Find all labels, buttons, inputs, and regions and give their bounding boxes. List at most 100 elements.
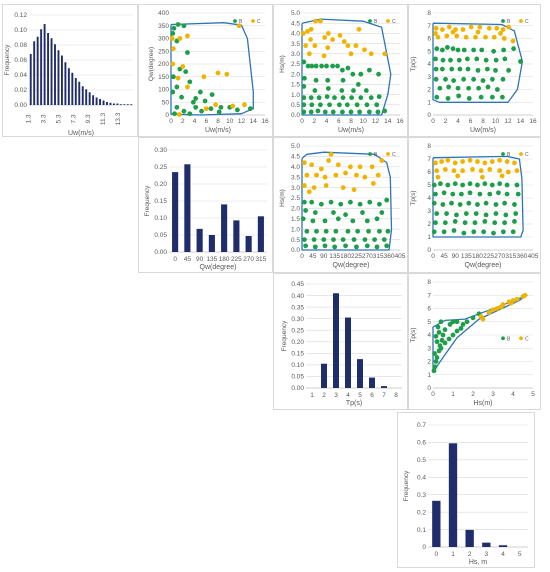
data-point-c — [322, 35, 328, 40]
x-tick-label: 270 — [243, 256, 254, 263]
bar — [184, 164, 191, 252]
data-point-b — [434, 355, 440, 360]
x-tick-label: 1 — [451, 391, 455, 398]
data-point-b — [347, 199, 353, 205]
data-point-c — [340, 185, 346, 190]
y-tick-label: 1.5 — [291, 216, 300, 223]
data-point-b — [466, 96, 472, 101]
y-tick-label: 2 — [427, 359, 431, 366]
data-point-b — [305, 63, 311, 69]
data-point-b — [348, 109, 354, 115]
data-point-b — [372, 237, 377, 242]
data-point-c — [213, 102, 219, 108]
y-tick-label: 0.20 — [291, 339, 304, 346]
data-point-b — [350, 218, 356, 224]
x-tick-label: 0 — [435, 551, 439, 558]
bar — [321, 363, 327, 388]
data-point-c — [318, 166, 324, 172]
data-point-b — [302, 237, 307, 242]
legend-label: B — [239, 19, 243, 25]
y-tick-label: 6 — [427, 36, 431, 43]
uw-hs-scatter-panel: 0.0 0.5 1.0 1.5 2.0 2.5 3.0 3.5 4.0 4.5 5.0 Hs(m) Uw… — [273, 4, 408, 137]
data-point-b — [322, 109, 328, 115]
x-tick-label: 10 — [492, 118, 500, 125]
bar — [482, 542, 491, 547]
data-point-b — [491, 230, 496, 236]
data-point-c — [306, 51, 312, 57]
envelope-line — [432, 155, 524, 238]
data-point-b — [442, 220, 448, 226]
data-point-b — [489, 94, 495, 100]
data-point-c — [203, 106, 209, 112]
y-tick-label: 0.00 — [14, 102, 27, 109]
bar — [221, 204, 228, 252]
hs-tp-scatter-panel: 0 1 2 3 4 5 6 7 8 Tp(s) Hs(m) 0 1 2 3 4 5 B C — [408, 273, 541, 410]
data-point-b — [482, 181, 488, 187]
data-point-b — [366, 228, 371, 234]
x-tick-label: 225 — [231, 256, 242, 263]
y-axis-label: Tp(s) — [410, 327, 417, 342]
y-tick-label: 0.15 — [154, 198, 167, 205]
data-point-c — [375, 172, 381, 178]
data-point-b — [309, 199, 315, 205]
data-point-c — [330, 37, 336, 42]
x-tick-label: 2 — [322, 392, 326, 399]
y-tick-label: 4 — [427, 332, 431, 339]
x-tick-label: 4 — [501, 551, 505, 558]
x-tick-label: 225 — [351, 253, 362, 260]
data-point-b — [445, 182, 451, 188]
data-point-b — [510, 229, 516, 235]
y-tick-label: 0.5 — [417, 457, 426, 464]
y-tick-label: 1.5 — [291, 82, 300, 89]
data-point-b — [444, 211, 449, 216]
data-point-b — [433, 66, 439, 72]
data-point-b — [439, 47, 445, 53]
data-point-c — [504, 159, 510, 164]
data-point-c — [314, 172, 319, 178]
data-point-c — [445, 157, 451, 163]
y-tick-label: 0.0 — [291, 247, 300, 254]
y-tick-label: 3.5 — [291, 174, 300, 181]
y-tick-label: 5.0 — [291, 143, 300, 150]
data-point-b — [513, 211, 519, 216]
bar — [95, 97, 98, 105]
data-point-b — [476, 85, 482, 91]
data-point-b — [483, 200, 489, 206]
y-tick-label: 4.0 — [291, 31, 300, 38]
x-tick-label: 135 — [206, 256, 217, 263]
x-tick-label: 8 — [349, 118, 353, 125]
y-tick-label: 0.30 — [154, 147, 167, 154]
y-tick-label: 6 — [427, 306, 431, 313]
data-point-b — [512, 202, 517, 207]
bar — [106, 102, 108, 105]
legend-marker — [233, 19, 237, 23]
data-point-b — [442, 327, 448, 333]
y-tick-label: 0.20 — [154, 181, 167, 188]
legend-label: B — [507, 19, 511, 25]
hs-tp-scatter-chart: 0 1 2 3 4 5 6 7 8 Tp(s) Hs(m) 0 1 2 3 4 5 B C — [410, 279, 535, 407]
data-point-b — [473, 211, 479, 216]
x-tick-label: 180 — [219, 256, 230, 263]
data-point-b — [515, 191, 521, 197]
data-point-c — [169, 36, 175, 41]
x-tick-label: 14 — [384, 118, 392, 125]
legend-label: B — [374, 152, 378, 158]
data-point-b — [466, 200, 472, 206]
x-axis-label: Hs(m) — [473, 400, 492, 407]
data-point-b — [351, 237, 357, 242]
data-point-b — [358, 95, 364, 101]
data-point-c — [333, 172, 339, 178]
data-point-b — [431, 368, 437, 374]
bar — [81, 86, 84, 105]
data-point-c — [170, 61, 176, 67]
y-tick-label: 5.0 — [291, 10, 300, 17]
bar — [112, 103, 115, 105]
data-point-b — [506, 67, 512, 73]
data-point-b — [187, 111, 193, 117]
data-point-b — [374, 102, 380, 108]
data-point-c — [177, 36, 183, 41]
bar — [448, 443, 458, 547]
bar — [381, 386, 387, 388]
y-tick-label: 4.5 — [291, 154, 300, 161]
legend-label: C — [392, 19, 396, 25]
